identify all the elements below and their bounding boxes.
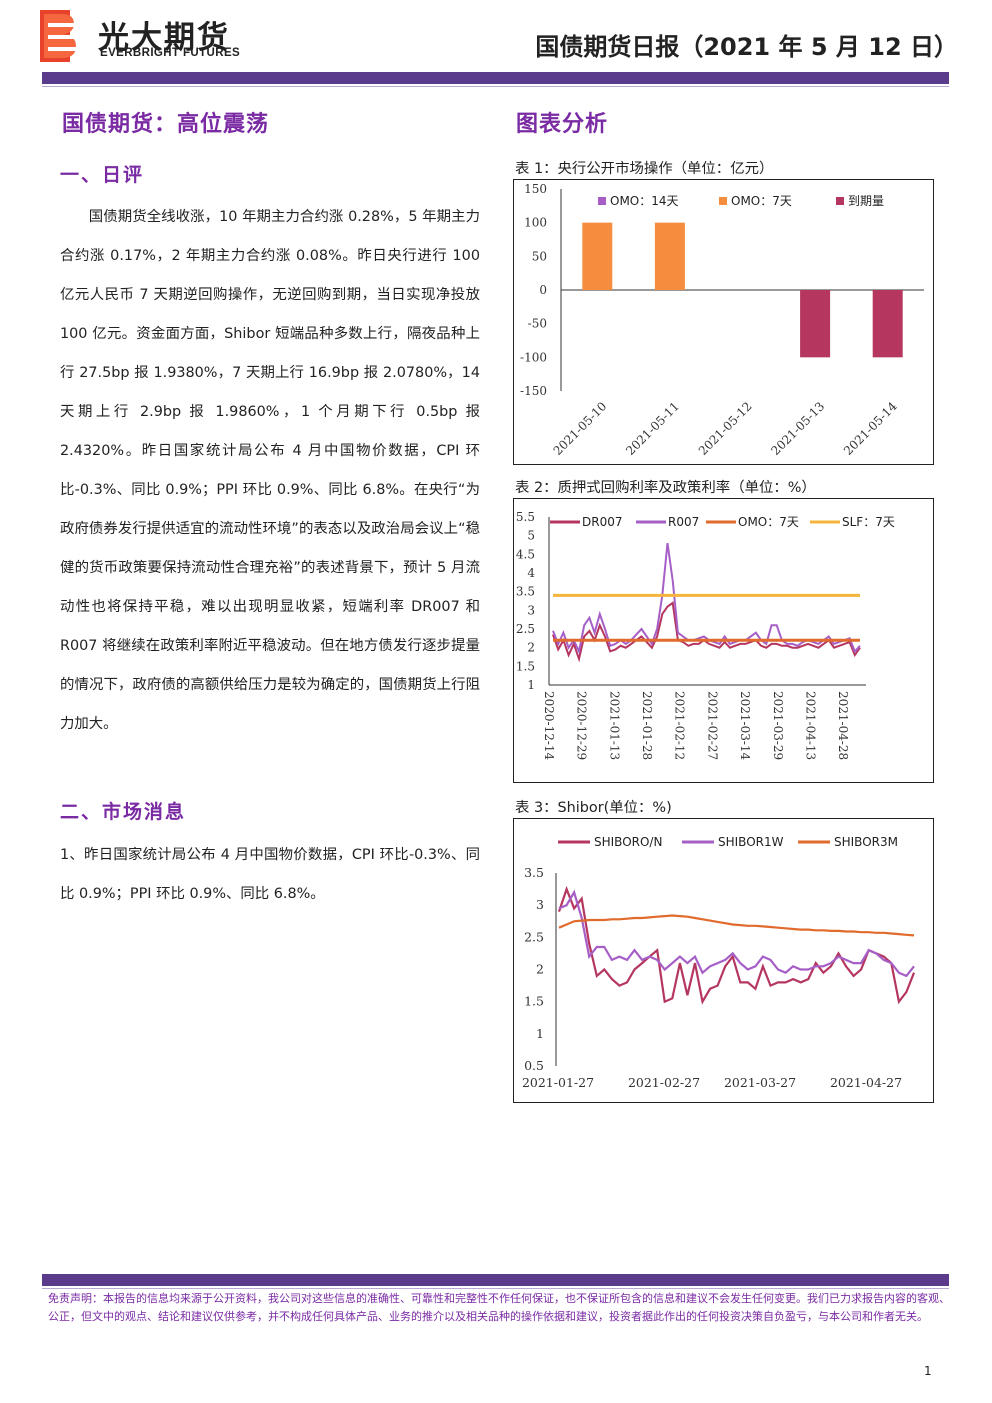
chart3-y-tick: 3.5	[524, 865, 544, 880]
section-title-futures: 国债期货：高位震荡	[62, 111, 270, 137]
header-divider	[42, 86, 949, 87]
chart3-y-tick: 3	[536, 897, 544, 912]
chart1-x-tick: 2021-05-12	[696, 399, 755, 458]
chart2-y-tick: 2.5	[516, 622, 535, 636]
chart1-y-tick: 100	[524, 216, 547, 230]
chart3-x-tick: 2021-02-27	[628, 1075, 700, 1090]
company-logo-icon	[40, 10, 82, 62]
company-name-en: EVERBRIGHT FUTURES	[100, 47, 241, 59]
chart1-y-tick: 50	[532, 249, 547, 263]
chart3-y-tick: 1	[536, 1026, 544, 1041]
chart2-y-tick: 2	[527, 641, 535, 655]
chart2-y-tick: 4	[527, 566, 535, 580]
chart2-legend-label: DR007	[582, 515, 622, 529]
chart3-y-tick: 2	[536, 962, 544, 977]
chart3-y-tick: 2.5	[524, 929, 544, 944]
chart3-y-tick: 0.5	[524, 1058, 544, 1073]
chart3-series-line	[557, 885, 916, 1005]
chart1-bar	[654, 222, 685, 290]
chart3-frame: 3.5 3 2.5 2 1.5 1 0.5 2021-01-27 2021-02-27 2021-…	[513, 818, 934, 1103]
chart2-y-tick: 3.5	[516, 585, 535, 599]
chart2-y-tick: 1	[527, 678, 535, 692]
chart3-legend-label: SHIBOR1W	[718, 835, 784, 849]
chart1-x-tick: 2021-05-11	[623, 399, 682, 458]
header-bar	[42, 72, 949, 84]
footer-divider	[42, 1288, 949, 1289]
chart1-legend-label: 到期量	[848, 194, 884, 208]
chart3-svg: 3.5 3 2.5 2 1.5 1 0.5 2021-01-27 2021-02-27 2021-…	[522, 835, 916, 1090]
chart2-legend-label: OMO：7天	[738, 515, 799, 529]
chart3-legend-label: SHIBORO/N	[594, 835, 662, 849]
chart3-x-tick: 2021-01-27	[522, 1075, 594, 1090]
chart1-y-tick: -100	[520, 350, 547, 364]
chart2-x-tick: 2021-01-28	[640, 691, 654, 760]
page-number: 1	[924, 1364, 932, 1378]
chart2-x-tick: 2020-12-14	[542, 691, 556, 761]
chart2-y-tick: 5	[527, 529, 535, 543]
chart2-x-tick: 2021-01-13	[607, 691, 621, 760]
chart3-y-tick: 1.5	[524, 994, 544, 1009]
chart1-legend-label: OMO：7天	[731, 194, 792, 208]
daily-review-text: 国债期货全线收涨，10 年期主力合约涨 0.28%，5 年期主力合约涨 0.17…	[60, 209, 480, 732]
chart1-bar	[582, 222, 613, 290]
chart1-legend-swatch	[598, 197, 606, 205]
chart3-x-tick: 2021-04-27	[830, 1075, 902, 1090]
chart1-bar	[872, 290, 903, 358]
company-name-cn: 光大期货	[98, 20, 230, 56]
chart3-legend-label: SHIBOR3M	[834, 835, 898, 849]
chart1-x-tick: 2021-05-10	[551, 399, 610, 458]
chart3-x-tick: 2021-03-27	[724, 1075, 796, 1090]
chart2-x-tick: 2020-12-29	[575, 691, 589, 760]
chart2-x-tick: 2021-04-13	[803, 691, 817, 760]
chart2-x-tick: 2021-03-29	[771, 691, 785, 760]
chart1-x-tick: 2021-05-13	[768, 399, 827, 458]
document-title: 国债期货日报（2021 年 5 月 12 日）	[535, 33, 958, 61]
chart2-y-tick: 5.5	[516, 510, 535, 524]
chart2-caption: 表 2：质押式回购利率及政策利率（单位：%）	[515, 480, 816, 496]
chart1-frame: 150 100 50 0 -50 -100 -150 2021-05-10 2021-05-11…	[513, 179, 934, 465]
chart2-y-tick: 3	[527, 603, 535, 617]
chart2-y-tick: 4.5	[516, 547, 535, 561]
chart2-y-tick: 1.5	[516, 659, 535, 673]
footer-bar	[42, 1274, 949, 1286]
chart1-x-tick: 2021-05-14	[841, 399, 900, 458]
chart1-caption: 表 1：央行公开市场操作（单位：亿元）	[515, 161, 774, 177]
chart1-y-tick: -50	[528, 317, 547, 331]
chart3-series-line	[558, 914, 915, 937]
chart1-y-tick: -150	[520, 384, 547, 398]
chart2-x-tick: 2021-02-27	[705, 691, 719, 760]
chart1-legend-swatch	[836, 197, 844, 205]
chart1-legend-label: OMO：14天	[610, 194, 679, 208]
chart2-x-tick: 2021-03-14	[738, 691, 752, 761]
chart1-y-tick: 150	[524, 182, 547, 196]
chart2-svg: 5.5 5 4.5 4 3.5 3 2.5 2 1.5 1 2020-12-14 2020-12-29…	[516, 510, 895, 761]
chart2-x-tick: 2021-02-12	[673, 691, 687, 760]
chart2-legend-label: R007	[668, 515, 699, 529]
chart2-legend-label: SLF：7天	[842, 515, 895, 529]
market-news-text: 1、昨日国家统计局公布 4 月中国物价数据，CPI 环比-0.3%、同比 0.9…	[60, 847, 480, 902]
chart2-x-tick: 2021-04-28	[836, 691, 850, 760]
chart1-svg: 150 100 50 0 -50 -100 -150 2021-05-10 2021-05-11…	[520, 182, 924, 458]
disclaimer-text: 免责声明：本报告的信息均来源于公开资料，我公司对这些信息的准确性、可靠性和完整性…	[48, 1292, 950, 1323]
section-title-charts: 图表分析	[516, 111, 609, 137]
chart3-series-line	[558, 889, 915, 978]
chart2-series-line	[552, 601, 861, 663]
chart2-frame: 5.5 5 4.5 4 3.5 3 2.5 2 1.5 1 2020-12-14 2020-12-29…	[513, 498, 934, 783]
chart1-y-tick: 0	[539, 283, 547, 297]
daily-review-heading: 一、日评	[60, 164, 145, 186]
market-news-heading: 二、市场消息	[60, 801, 187, 823]
chart2-series-line	[552, 542, 861, 655]
chart1-bar	[800, 290, 831, 358]
chart1-legend-swatch	[719, 197, 727, 205]
chart3-caption: 表 3：Shibor(单位：%)	[515, 800, 672, 816]
